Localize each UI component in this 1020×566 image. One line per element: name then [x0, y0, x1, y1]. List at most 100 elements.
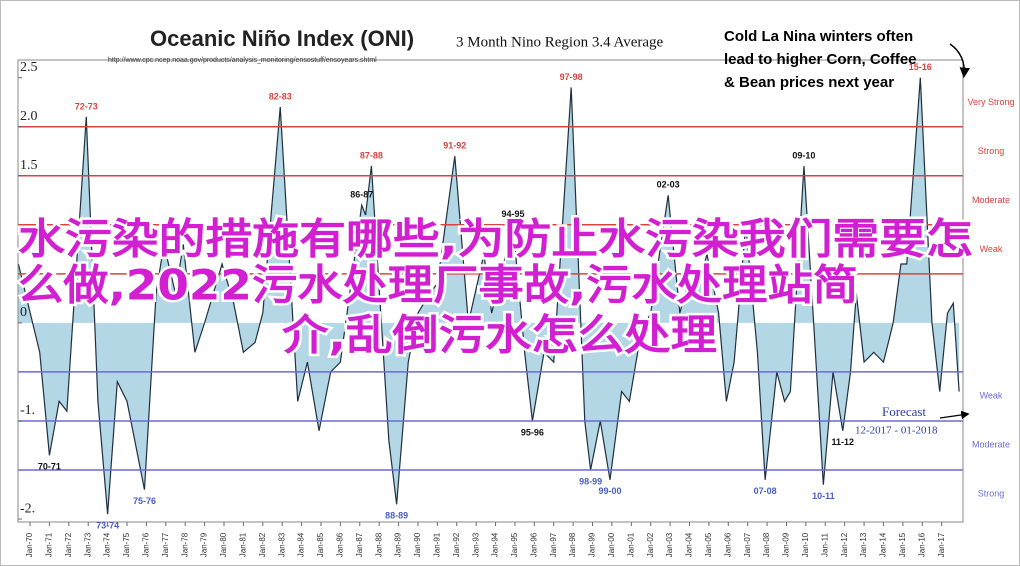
- overlay-text: 么做,2022污水处理厂事故,污水处理站简: [18, 261, 858, 310]
- y-tick-label: -2.: [20, 501, 35, 516]
- event-label: 11-12: [831, 437, 854, 447]
- threshold-label: Moderate: [972, 439, 1010, 449]
- area: [18, 77, 960, 515]
- x-tick-label: Jan-09: [782, 532, 791, 557]
- x-tick-label: Jan-12: [840, 532, 849, 557]
- x-tick-label: Jan-86: [335, 532, 344, 557]
- event-label: 82-83: [269, 91, 292, 101]
- forecast-range: 12-2017 - 01-2018: [855, 425, 938, 437]
- y-tick-label: 0: [20, 305, 27, 320]
- x-tick-label: Jan-94: [491, 532, 500, 557]
- x-tick-label: Jan-73: [83, 532, 92, 557]
- x-tick-label: Jan-17: [937, 532, 946, 557]
- callout: Cold La Nina winters often: [724, 28, 913, 45]
- x-tick-label: Jan-05: [704, 532, 713, 557]
- forecast-arrow: [939, 410, 970, 420]
- event-label: 72-73: [75, 101, 98, 111]
- event-label: 94-95: [501, 209, 524, 219]
- threshold-label: Moderate: [972, 195, 1010, 205]
- event-label: 70-71: [38, 462, 61, 472]
- x-tick-label: Jan-91: [432, 532, 441, 557]
- callout-arrow: [949, 43, 971, 79]
- event-label: 75-76: [133, 496, 156, 506]
- x-tick-label: Jan-13: [859, 532, 868, 557]
- event-label: 10-11: [812, 491, 835, 501]
- x-tick-label: Jan-07: [743, 532, 752, 557]
- x-tick-label: Jan-76: [142, 532, 151, 557]
- event-label: 73-74: [96, 521, 119, 531]
- event-label: 09-10: [792, 150, 815, 160]
- x-tick-label: Jan-83: [277, 532, 286, 557]
- x-tick-label: Jan-81: [238, 532, 247, 557]
- x-tick-label: Jan-10: [801, 532, 810, 557]
- callout: & Bean prices next year: [724, 74, 894, 91]
- x-tick-label: Jan-89: [394, 532, 403, 557]
- x-tick-label: Jan-15: [898, 532, 907, 557]
- event-label: 15-16: [909, 62, 932, 72]
- x-tick-label: Jan-11: [820, 533, 829, 557]
- event-label: 02-03: [657, 180, 680, 190]
- overlay-text: 介,乱倒污水怎么处理: [282, 311, 717, 360]
- source: http://www.cpc.ncep.noaa.gov/products/an…: [108, 57, 377, 64]
- y-tick-label: 1.5: [20, 158, 38, 173]
- y-tick-label: 2.5: [20, 60, 38, 75]
- plot-area: [17, 77, 963, 526]
- overlay-text: 水污染的措施有哪些,为防止水污染我们需要怎: [18, 215, 973, 264]
- x-tick-label: Jan-75: [122, 532, 131, 557]
- event-label: 07-08: [754, 486, 777, 496]
- x-tick-label: Jan-04: [685, 532, 694, 557]
- x-tick-label: Jan-03: [665, 532, 674, 557]
- y-tick-label: 2.0: [20, 109, 38, 124]
- x-tick-label: Jan-85: [316, 532, 325, 557]
- x-tick-label: Jan-98: [568, 532, 577, 557]
- x-tick-label: Jan-99: [588, 532, 597, 557]
- forecast-label: Forecast: [882, 404, 926, 419]
- event-label: 87-88: [360, 150, 383, 160]
- threshold-label: Strong: [978, 146, 1005, 156]
- y-tick-label: -1.: [20, 403, 35, 418]
- x-tick-label: Jan-97: [549, 532, 558, 557]
- x-tick-label: Jan-70: [25, 532, 34, 557]
- event-label: 99-00: [598, 486, 621, 496]
- x-tick-label: Jan-79: [200, 532, 209, 557]
- event-label: 91-92: [443, 141, 466, 151]
- x-tick-label: Jan-93: [471, 532, 480, 557]
- x-tick-label: Jan-80: [219, 532, 228, 557]
- x-tick-label: Jan-78: [180, 532, 189, 557]
- x-tick-label: Jan-08: [762, 532, 771, 557]
- x-tick-label: Jan-88: [374, 532, 383, 557]
- callout: lead to higher Corn, Coffee: [724, 51, 917, 68]
- event-label: 88-89: [385, 511, 408, 521]
- x-tick-label: Jan-96: [529, 532, 538, 557]
- plot-border: [17, 59, 964, 523]
- x-tick-label: Jan-90: [413, 532, 422, 557]
- event-label: 86-87: [350, 190, 373, 200]
- x-tick-label: Jan-00: [607, 532, 616, 557]
- x-tick-label: Jan-82: [258, 532, 267, 557]
- x-tick-label: Jan-16: [917, 532, 926, 557]
- subtitle: 3 Month Nino Region 3.4 Average: [456, 34, 664, 50]
- event-label: 95-96: [521, 427, 544, 437]
- x-tick-label: Jan-72: [64, 532, 73, 557]
- threshold-label: Weak: [980, 390, 1003, 400]
- x-tick-label: Jan-74: [103, 532, 112, 557]
- x-tick-label: Jan-95: [510, 532, 519, 557]
- x-tick-label: Jan-01: [626, 532, 635, 557]
- line: [17, 77, 960, 515]
- threshold-label: Very Strong: [967, 97, 1014, 107]
- x-tick-label: Jan-84: [297, 532, 306, 557]
- x-tick-label: Jan-02: [646, 532, 655, 557]
- x-tick-label: Jan-06: [723, 532, 732, 557]
- threshold-label: Weak: [980, 244, 1003, 254]
- chart-title: Oceanic Niño Index (ONI): [150, 26, 414, 51]
- event-label: 97-98: [560, 72, 583, 82]
- x-tick-label: Jan-92: [452, 532, 461, 557]
- x-tick-label: Jan-77: [161, 532, 170, 557]
- x-tick-label: Jan-71: [45, 532, 54, 557]
- event-label: 98-99: [579, 476, 602, 486]
- x-tick-label: Jan-14: [879, 532, 888, 557]
- threshold-label: Strong: [978, 488, 1005, 498]
- x-tick-label: Jan-87: [355, 532, 364, 557]
